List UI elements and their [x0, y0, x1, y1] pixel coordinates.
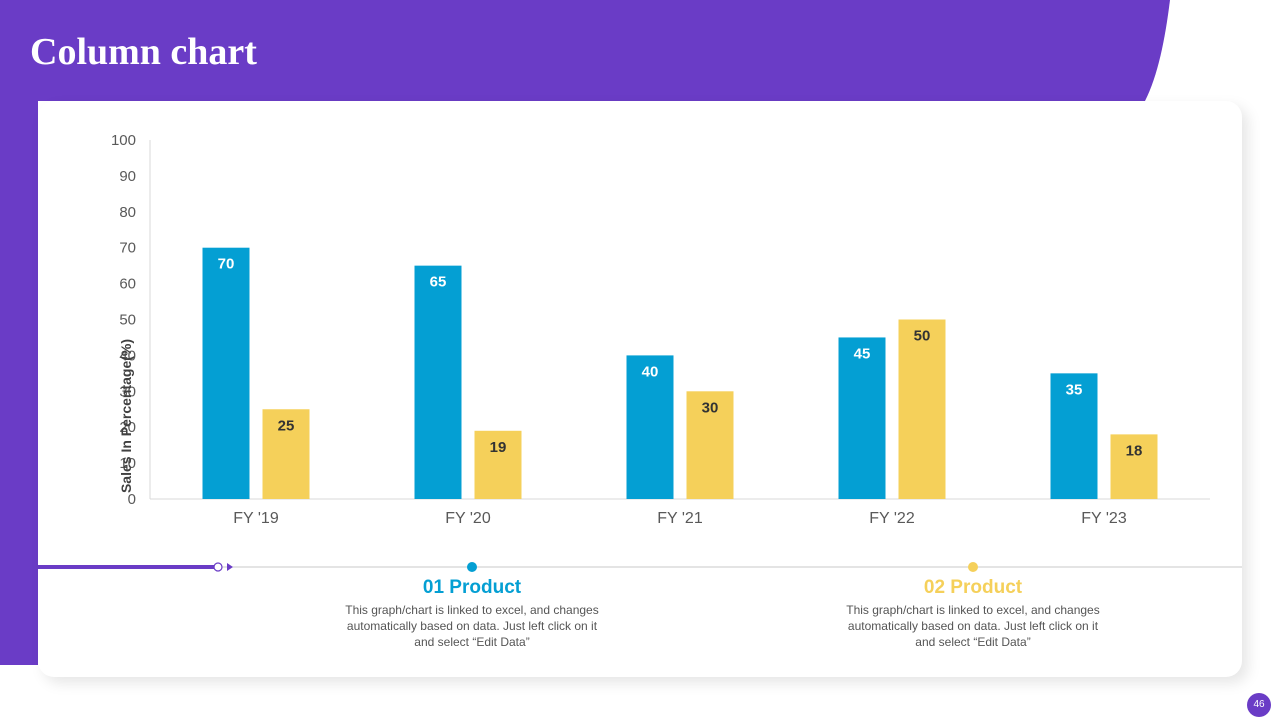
y-tick-label: 60 — [119, 276, 136, 293]
bar-product-2 — [474, 430, 522, 499]
data-label-product-2: 25 — [278, 417, 295, 434]
timeline-progress-bar — [38, 565, 214, 569]
y-tick-label: 50 — [119, 312, 136, 329]
column-chart: 0 10 20 30 40 50 60 70 80 90 100 FY '19 70 25 FY '20 65… — [38, 132, 1242, 572]
data-label-product-2: 50 — [914, 328, 931, 345]
bar-product-1 — [838, 337, 886, 499]
data-label-product-1: 45 — [854, 345, 871, 362]
y-tick-label: 90 — [119, 168, 136, 185]
bar-product-1 — [1050, 373, 1098, 499]
data-label-product-1: 65 — [430, 274, 447, 291]
x-tick-label: FY '23 — [1081, 510, 1127, 527]
y-tick-label: 70 — [119, 240, 136, 257]
y-tick-label: 20 — [119, 419, 136, 436]
legend-product-1-dot-icon — [467, 562, 477, 572]
y-axis-label: Sales In Percentage(%) — [118, 338, 134, 494]
bar-product-2 — [686, 391, 734, 499]
bar-product-2 — [1110, 434, 1158, 499]
bar-product-1 — [626, 355, 674, 499]
y-tick-label: 100 — [111, 132, 136, 149]
bar-product-2 — [898, 319, 946, 499]
y-tick-label: 80 — [119, 204, 136, 221]
legend-product-1-description: This graph/chart is linked to excel, and… — [345, 603, 599, 649]
legend-product-2-dot-icon — [968, 562, 978, 572]
bar-product-1 — [414, 265, 462, 499]
legend-product-2-description: This graph/chart is linked to excel, and… — [846, 603, 1100, 649]
bar-product-2 — [262, 409, 310, 499]
timeline-arrow-icon — [227, 563, 233, 571]
y-tick-label: 10 — [119, 455, 136, 472]
data-label-product-1: 70 — [218, 256, 235, 273]
y-tick-label: 40 — [119, 347, 136, 364]
data-label-product-2: 19 — [490, 439, 507, 456]
timeline-marker-icon — [213, 562, 223, 572]
x-tick-label: FY '21 — [657, 510, 703, 527]
y-tick-label: 30 — [119, 383, 136, 400]
chart-card: 0 10 20 30 40 50 60 70 80 90 100 FY '19 70 25 FY '20 65… — [38, 101, 1242, 677]
data-label-product-1: 35 — [1066, 381, 1083, 398]
x-tick-label: FY '20 — [445, 510, 491, 527]
legend-product-1-title: 01 Product — [422, 577, 522, 598]
data-label-product-2: 18 — [1126, 442, 1143, 459]
y-tick-label: 0 — [128, 491, 136, 508]
bar-product-1 — [202, 247, 250, 499]
x-tick-label: FY '22 — [869, 510, 915, 527]
data-label-product-2: 30 — [702, 399, 719, 416]
data-label-product-1: 40 — [642, 363, 659, 380]
legend-product-2: 02 Product This graph/chart is linked to… — [838, 576, 1108, 650]
page-title: Column chart — [30, 31, 257, 73]
page-number-badge: 46 — [1247, 693, 1271, 717]
x-tick-label: FY '19 — [233, 510, 279, 527]
legend-product-1: 01 Product This graph/chart is linked to… — [337, 576, 607, 650]
legend-product-2-title: 02 Product — [923, 577, 1023, 598]
